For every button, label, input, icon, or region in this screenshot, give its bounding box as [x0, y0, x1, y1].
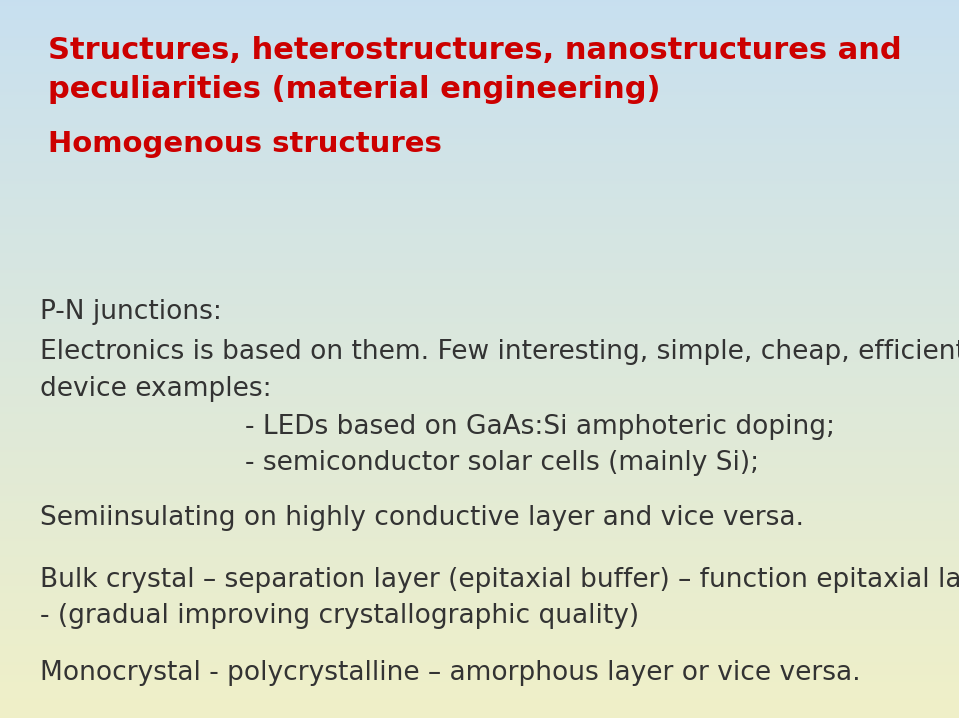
Text: device examples:: device examples:	[40, 376, 272, 402]
Text: peculiarities (material engineering): peculiarities (material engineering)	[48, 75, 661, 104]
Text: Structures, heterostructures, nanostructures and: Structures, heterostructures, nanostruct…	[48, 36, 901, 65]
Text: P-N junctions:: P-N junctions:	[40, 299, 222, 325]
Text: Homogenous structures: Homogenous structures	[48, 130, 442, 157]
Text: Monocrystal - polycrystalline – amorphous layer or vice versa.: Monocrystal - polycrystalline – amorphou…	[40, 661, 861, 686]
Text: - semiconductor solar cells (mainly Si);: - semiconductor solar cells (mainly Si);	[245, 450, 759, 476]
Text: Electronics is based on them. Few interesting, simple, cheap, efficient: Electronics is based on them. Few intere…	[40, 339, 959, 365]
Text: Bulk crystal – separation layer (epitaxial buffer) – function epitaxial layer: Bulk crystal – separation layer (epitaxi…	[40, 567, 959, 593]
Text: - (gradual improving crystallographic quality): - (gradual improving crystallographic qu…	[40, 603, 640, 629]
Text: - LEDs based on GaAs:Si amphoteric doping;: - LEDs based on GaAs:Si amphoteric dopin…	[245, 414, 834, 440]
Text: Semiinsulating on highly conductive layer and vice versa.: Semiinsulating on highly conductive laye…	[40, 505, 805, 531]
